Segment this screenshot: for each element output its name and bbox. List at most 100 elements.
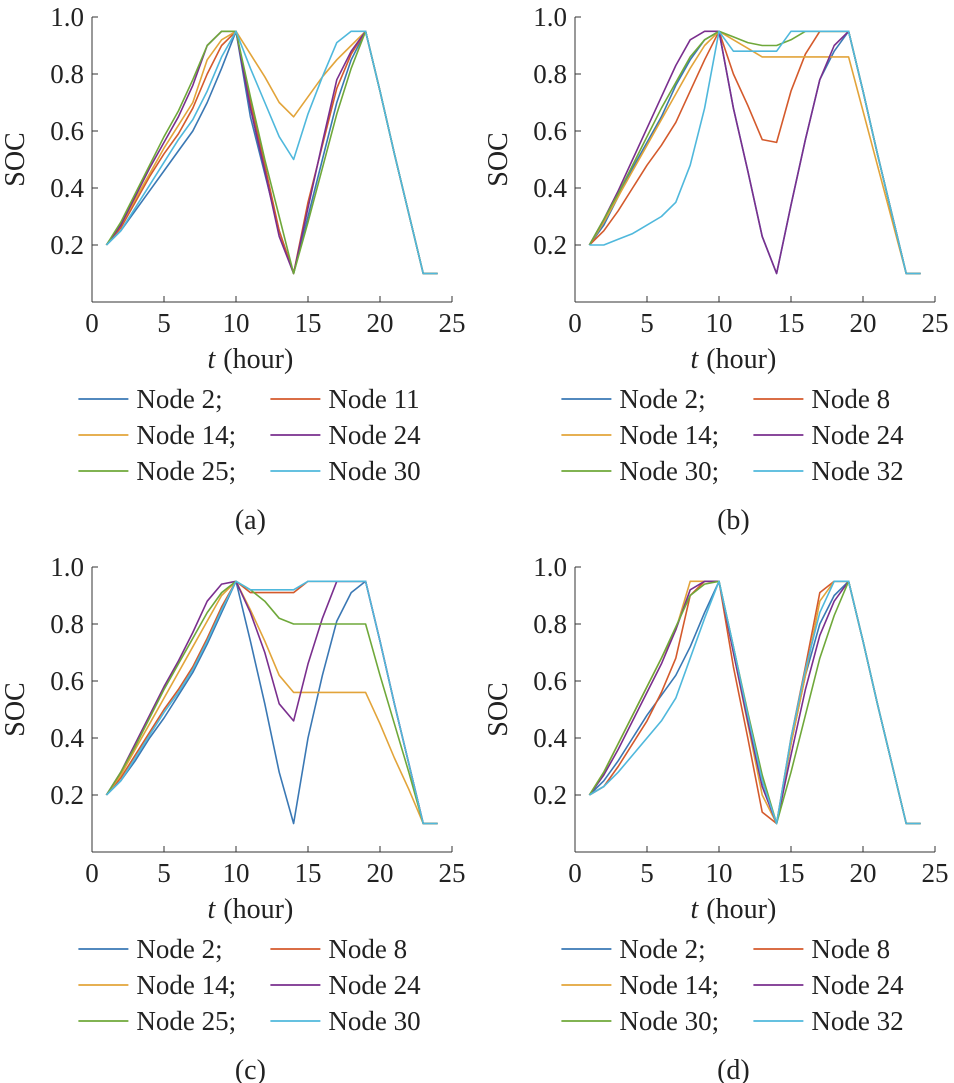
x-tick-label: 10 xyxy=(223,308,250,338)
legend-label: Node 24 xyxy=(328,420,421,450)
panel-label: (b) xyxy=(717,505,750,536)
x-tick-label: 15 xyxy=(295,308,322,338)
legend-label: Node 11 xyxy=(328,384,419,414)
y-axis-label: SOC xyxy=(483,682,514,736)
legend-label: Node 8 xyxy=(811,384,890,414)
legend-label: Node 14; xyxy=(619,970,719,1000)
panel-label: (a) xyxy=(235,505,266,536)
y-tick-label: 0.2 xyxy=(50,230,84,260)
x-tick-label: 10 xyxy=(706,308,733,338)
x-tick-label: 5 xyxy=(640,308,654,338)
legend-item: Node 30 xyxy=(270,1006,421,1036)
x-tick-label: 15 xyxy=(295,858,322,888)
legend-item: Node 8 xyxy=(270,934,407,964)
x-axis-label-variable: t xyxy=(691,894,700,925)
legend: Node 2; Node 8 Node 14; Node 24 Node 30; Node… xyxy=(561,934,904,1036)
y-tick-label: 0.2 xyxy=(533,780,567,810)
x-tick-label: 20 xyxy=(850,858,877,888)
y-tick-label: 0.8 xyxy=(50,59,84,89)
y-tick-label: 0.6 xyxy=(50,116,84,146)
legend-item: Node 14; xyxy=(78,420,236,450)
legend-item: Node 8 xyxy=(753,934,890,964)
series-line-node-25 xyxy=(105,580,438,825)
legend-item: Node 25; xyxy=(78,1006,236,1036)
y-tick-label: 0.4 xyxy=(533,723,567,753)
x-tick-label: 25 xyxy=(922,858,949,888)
legend-label: Node 30 xyxy=(328,456,420,486)
legend-label: Node 8 xyxy=(328,934,407,964)
legend-item: Node 25; xyxy=(78,456,236,486)
legend-item: Node 14; xyxy=(78,970,236,1000)
legend-label: Node 2; xyxy=(619,934,705,964)
x-axis-label-variable: t xyxy=(208,894,217,925)
x-tick-label: 0 xyxy=(568,308,582,338)
series-line-node-30 xyxy=(588,30,921,275)
series-line-node-14 xyxy=(588,30,921,275)
legend-label: Node 30; xyxy=(619,456,719,486)
x-axis-label: t (hour) xyxy=(691,894,777,925)
x-tick-label: 25 xyxy=(439,858,466,888)
x-axis-label-unit: (hour) xyxy=(706,344,776,375)
legend-item: Node 14; xyxy=(561,970,719,1000)
series-line-node-14 xyxy=(105,580,438,825)
x-tick-label: 15 xyxy=(778,858,805,888)
legend-item: Node 30 xyxy=(270,456,421,486)
series-line-node-32 xyxy=(589,30,921,275)
x-axis-label: t (hour) xyxy=(208,344,294,375)
legend-item: Node 32 xyxy=(753,456,904,486)
x-tick-label: 0 xyxy=(85,858,99,888)
y-tick-label: 0.2 xyxy=(50,780,84,810)
legend-item: Node 8 xyxy=(753,384,890,414)
y-tick-label: 1.0 xyxy=(50,2,84,32)
y-tick-label: 0.8 xyxy=(50,609,84,639)
legend-item: Node 24 xyxy=(270,420,421,450)
series-line-node-30 xyxy=(105,580,438,825)
x-tick-label: 5 xyxy=(640,858,654,888)
y-tick-label: 0.6 xyxy=(50,666,84,696)
y-tick-label: 0.4 xyxy=(50,173,84,203)
legend-item: Node 30; xyxy=(561,1006,719,1036)
legend: Node 2; Node 8 Node 14; Node 24 Node 25; Node… xyxy=(78,934,421,1036)
series-line-node-30 xyxy=(588,580,921,825)
legend-item: Node 30; xyxy=(561,456,719,486)
y-tick-label: 0.8 xyxy=(533,609,567,639)
x-axis-label-variable: t xyxy=(208,344,217,375)
legend-label: Node 24 xyxy=(328,970,421,1000)
panel-label: (d) xyxy=(717,1055,750,1083)
legend-label: Node 2; xyxy=(136,384,222,414)
series-line-node-32 xyxy=(588,580,921,825)
y-axis-label: SOC xyxy=(0,132,31,186)
legend-item: Node 2; xyxy=(78,384,223,414)
y-tick-label: 0.4 xyxy=(50,723,84,753)
x-tick-label: 0 xyxy=(568,858,582,888)
x-tick-label: 20 xyxy=(367,858,394,888)
legend-item: Node 24 xyxy=(753,970,904,1000)
legend: Node 2; Node 8 Node 14; Node 24 Node 30; Node… xyxy=(561,384,904,486)
y-tick-label: 0.6 xyxy=(533,666,567,696)
y-tick-label: 0.8 xyxy=(533,59,567,89)
x-axis-label-unit: (hour) xyxy=(223,344,293,375)
series-line-node-25 xyxy=(105,30,438,275)
x-axis-label-unit: (hour) xyxy=(706,894,776,925)
legend-label: Node 8 xyxy=(811,934,890,964)
legend: Node 2; Node 11 Node 14; Node 24 Node 25; Nod… xyxy=(78,384,421,486)
legend-item: Node 2; xyxy=(78,934,223,964)
legend-label: Node 14; xyxy=(136,970,236,1000)
legend-item: Node 14; xyxy=(561,420,719,450)
y-axis-label: SOC xyxy=(483,132,514,186)
legend-item: Node 24 xyxy=(270,970,421,1000)
legend-label: Node 25; xyxy=(136,1006,236,1036)
legend-label: Node 25; xyxy=(136,456,236,486)
legend-label: Node 32 xyxy=(811,456,903,486)
legend-item: Node 2; xyxy=(561,934,706,964)
y-tick-label: 1.0 xyxy=(533,552,567,582)
x-axis-label-variable: t xyxy=(691,344,700,375)
legend-label: Node 14; xyxy=(136,420,236,450)
x-tick-label: 10 xyxy=(706,858,733,888)
legend-item: Node 11 xyxy=(270,384,420,414)
legend-item: Node 2; xyxy=(561,384,706,414)
